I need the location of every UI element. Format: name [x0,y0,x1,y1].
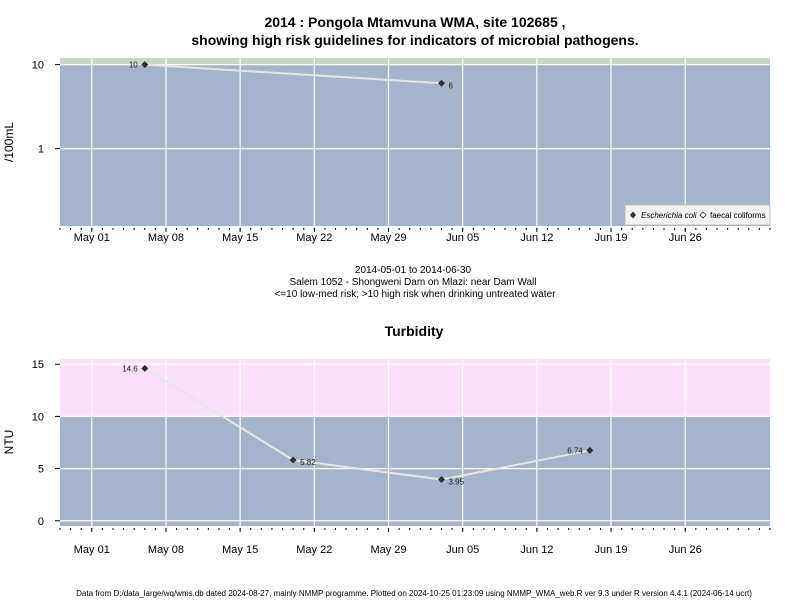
x-tick-label: May 08 [148,544,184,556]
x-tick-label: May 29 [370,544,406,556]
data-point-label: 10 [129,61,138,70]
y-tick-label: 0 [38,516,44,528]
microbial-x-axis: May 01 May 08 May 15 May 22 May 29 Jun 05 Jun … [59,228,771,244]
turbidity-title: Turbidity [385,323,444,339]
ecoli-series: 10 6 [129,61,454,91]
x-tick-label: Jun 12 [520,232,553,244]
microbial-y-axis-label: /100mL [2,122,16,162]
turbidity-series-line [144,367,591,481]
x-tick-label: May 01 [74,544,110,556]
x-tick-label: May 01 [74,232,110,244]
x-tick-label: May 08 [148,232,184,244]
turbidity-series: 14.6 5.82 3.95 6.74 [122,364,594,487]
x-tick-label: May 15 [222,544,258,556]
x-tick-label: May 29 [370,232,406,244]
x-tick-label: Jun 12 [520,544,553,556]
chart-title-line-2: showing high risk guidelines for indicat… [191,32,638,48]
x-tick-label: May 15 [222,232,258,244]
y-tick-label: 10 [32,60,44,72]
x-tick-label: Jun 05 [446,544,479,556]
microbial-panel: 10 6 1 10 May 01 May 08 May 15 May 22 May 29 Ju… [2,58,771,244]
x-tick-label: Jun 19 [595,232,628,244]
x-tick-label: Jun 26 [669,232,702,244]
turbidity-x-axis: May 01 May 08 May 15 May 22 May 29 Jun 05 Jun … [59,528,771,556]
microbial-grid [60,58,770,226]
turbidity-y-axis-label: NTU [2,430,16,455]
data-point-marker [141,61,149,69]
legend-ecoli-marker [630,211,636,219]
ecoli-series-line [144,63,442,85]
y-tick-label: 1 [38,144,44,156]
data-point-marker [141,364,149,372]
data-point-marker [437,476,445,484]
x-tick-label: Jun 19 [595,544,628,556]
turbidity-y-axis: 0 5 10 15 [32,359,60,528]
y-tick-label: 5 [38,464,44,476]
data-point-marker [289,456,297,464]
microbial-legend: Escherichia coli faecal coliforms [624,204,771,226]
x-tick-label: May 22 [296,232,332,244]
x-tick-label: Jun 26 [669,544,702,556]
chart-title-line-1: 2014 : Pongola Mtamvuna WMA, site 102685… [264,14,565,30]
turbidity-high-risk-band [60,359,770,417]
data-point-label: 5.82 [300,458,316,467]
data-point-label: 6 [448,81,453,90]
legend-ecoli-label: Escherichia coli [641,211,697,220]
data-point-label: 6.74 [567,446,583,455]
footer-source-note: Data from D:/data_large/wq/wms.db dated … [76,589,752,598]
legend-faecal-coliforms-label: faecal coliforms [710,211,766,220]
legend-faecal-coliforms-marker [699,211,707,219]
data-point-marker [586,446,594,454]
caption-site: Salem 1052 - Shongweni Dam on Mlazi: nea… [290,277,537,288]
legend-box [624,204,771,226]
y-tick-label: 15 [32,359,44,371]
y-tick-label: 10 [32,411,44,423]
data-point-label: 3.95 [448,478,464,487]
microbial-y-axis: 1 10 [32,60,60,156]
microbial-plot-background [60,58,770,226]
data-point-marker [437,79,445,87]
x-tick-label: May 22 [296,544,332,556]
data-point-label: 14.6 [122,364,138,373]
x-tick-label: Jun 05 [446,232,479,244]
turbidity-grid [60,359,770,526]
caption-risk-note: <=10 low-med risk; >10 high risk when dr… [275,289,557,300]
microbial-high-risk-band [60,58,770,65]
caption-date-range: 2014-05-01 to 2014-06-30 [355,265,472,276]
